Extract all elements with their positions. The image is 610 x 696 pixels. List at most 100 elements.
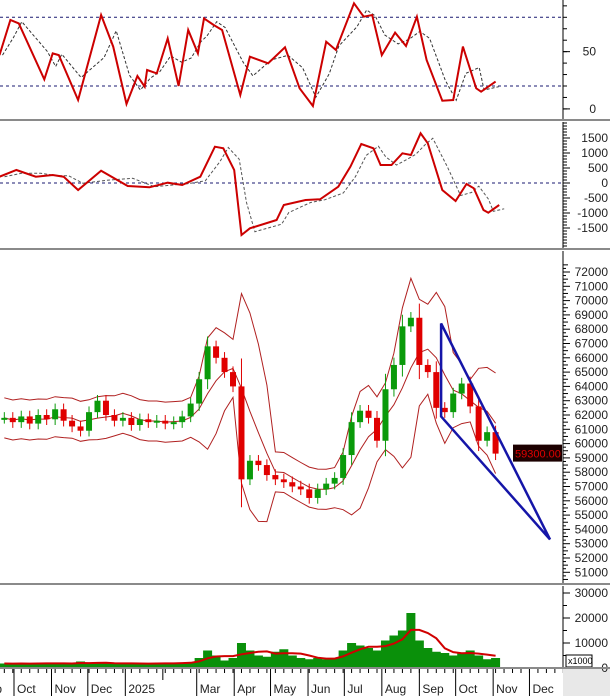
macd-line xyxy=(0,131,500,237)
candle-body xyxy=(263,465,270,476)
volume-bar xyxy=(338,650,348,668)
last-price-label: 59300.00 xyxy=(515,449,561,461)
price-panel: 7200071000700006900068000670006600065000… xyxy=(1,251,608,583)
candle-body xyxy=(450,393,457,413)
y-tick-label: 64000 xyxy=(575,379,609,393)
candle-body xyxy=(145,419,152,423)
bollinger-upper-band xyxy=(4,276,496,470)
volume-bar xyxy=(372,650,382,668)
candle-body xyxy=(314,489,321,498)
candle-body xyxy=(365,410,372,418)
y-tick-label: 71000 xyxy=(575,279,609,293)
volume-bar xyxy=(448,655,458,668)
volume-bar xyxy=(109,663,119,668)
candle-body xyxy=(433,372,440,408)
volume-panel: 3000020000100000x1000 xyxy=(0,586,608,675)
bollinger-lower-band xyxy=(4,393,497,523)
candle-body xyxy=(77,426,84,431)
candle-body xyxy=(162,420,169,424)
volume-bar xyxy=(457,653,467,668)
y-tick-label: 68000 xyxy=(575,322,609,336)
volume-bar xyxy=(397,630,407,668)
volume-bar xyxy=(84,663,94,668)
macd-plot xyxy=(0,131,563,237)
y-tick-label: 53000 xyxy=(575,537,609,551)
volume-bar xyxy=(423,648,433,668)
month-label: May xyxy=(274,682,297,696)
volume-bar xyxy=(245,650,255,668)
rsi-line xyxy=(0,1,497,109)
y-tick-label: -500 xyxy=(584,191,608,205)
candle-body xyxy=(187,403,194,417)
y-tick-label: 70000 xyxy=(575,294,609,308)
y-tick-label: 67000 xyxy=(575,337,609,351)
month-label: Aug xyxy=(385,682,406,696)
volume-bar xyxy=(76,661,86,668)
candle-body xyxy=(230,372,237,387)
y-tick-label: 66000 xyxy=(575,351,609,365)
month-label: Sep xyxy=(0,682,2,696)
volume-bar xyxy=(126,663,136,668)
month-label: Oct xyxy=(17,682,36,696)
y-tick-label: 59000 xyxy=(575,451,609,465)
candle-body xyxy=(119,417,126,421)
volume-bar xyxy=(279,649,289,668)
corner-area xyxy=(563,668,610,696)
volume-bar xyxy=(220,660,230,668)
candle-body xyxy=(424,364,431,373)
candle-body xyxy=(407,317,414,327)
candle-body xyxy=(416,317,423,365)
candle-body xyxy=(331,477,338,484)
volume-bar xyxy=(25,664,35,668)
month-label: Nov xyxy=(55,682,76,696)
volume-bar xyxy=(135,663,145,668)
candle-body xyxy=(306,489,313,498)
falling-wedge-triangle xyxy=(439,322,552,541)
x-axis: Sep Oct Nov Dec 2025 Mar Apr May Jun Jul Aug Sep Oct… xyxy=(0,668,563,696)
candle-body xyxy=(170,422,177,425)
panel-frame xyxy=(0,119,610,669)
month-label: Oct xyxy=(459,682,478,696)
volume-bar xyxy=(321,659,331,668)
volume-bar xyxy=(211,655,221,668)
volume-bar xyxy=(42,663,52,668)
candle-body xyxy=(204,346,211,380)
month-label: Nov xyxy=(496,682,517,696)
y-tick-label: 63000 xyxy=(575,394,609,408)
volume-bar xyxy=(92,663,102,668)
candle-body xyxy=(94,400,101,413)
candle-body xyxy=(60,409,67,421)
candle-body xyxy=(297,486,304,490)
month-label: Jul xyxy=(347,682,362,696)
volume-bar xyxy=(118,663,128,668)
candle-body xyxy=(86,412,93,431)
candle-body xyxy=(238,386,245,480)
y-tick-label: 51000 xyxy=(575,565,609,579)
volume-bar xyxy=(482,659,492,668)
volume-bar xyxy=(186,662,196,668)
y-tick-label: 10000 xyxy=(575,636,609,650)
y-tick-label: 72000 xyxy=(575,265,609,279)
y-tick-label: 0 xyxy=(601,176,608,190)
y-tick-label: 61000 xyxy=(575,422,609,436)
volume-bar xyxy=(8,663,18,668)
month-label: Sep xyxy=(422,682,444,696)
y-tick-label: 58000 xyxy=(575,465,609,479)
candle-body xyxy=(52,409,59,420)
volume-bar xyxy=(50,663,60,668)
y-tick-label: 56000 xyxy=(575,494,609,508)
candle-body xyxy=(467,383,474,407)
volume-bar xyxy=(440,653,450,668)
volume-bar xyxy=(160,663,170,668)
volume-bar xyxy=(304,659,314,668)
volume-bar xyxy=(347,643,357,668)
candle-body xyxy=(458,383,465,394)
candle-body xyxy=(390,364,397,390)
y-tick-label: 20000 xyxy=(575,611,609,625)
volume-bar xyxy=(0,663,9,668)
y-tick-label: 62000 xyxy=(575,408,609,422)
volume-bar xyxy=(228,658,238,668)
volume-bar xyxy=(465,650,475,668)
candle-body xyxy=(196,379,203,404)
